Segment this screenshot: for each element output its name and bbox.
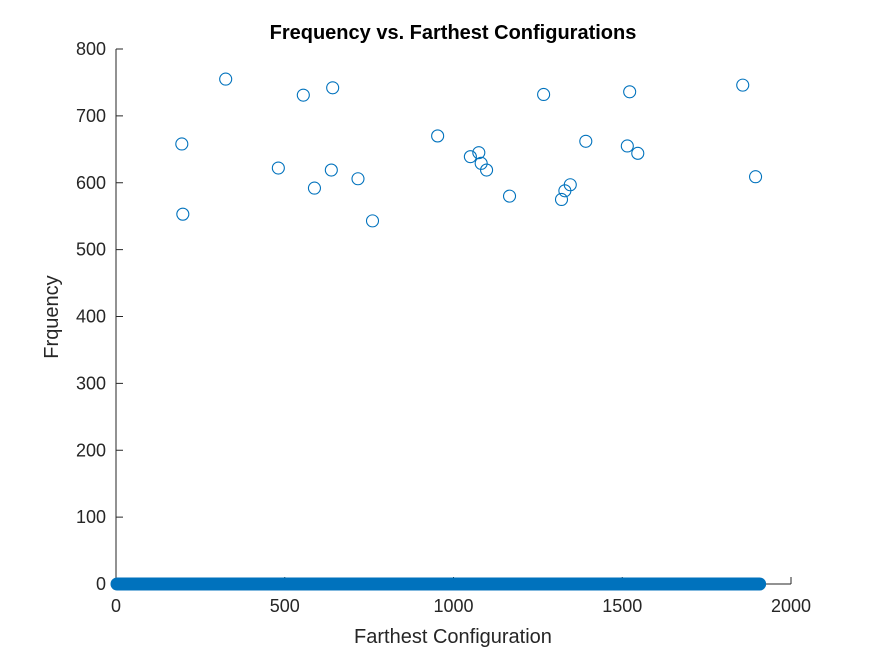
y-tick-label: 400 — [76, 307, 106, 327]
dense-zero-points — [110, 577, 767, 591]
x-tick-label: 1000 — [433, 596, 473, 616]
y-tick-label: 300 — [76, 373, 106, 393]
data-point — [563, 178, 577, 192]
data-point — [326, 81, 340, 95]
y-tick-label: 0 — [96, 574, 106, 594]
data-point — [480, 163, 494, 177]
x-tick-label: 1500 — [602, 596, 642, 616]
data-point — [351, 172, 365, 186]
data-point — [463, 150, 477, 164]
axes: 0 500 1000 1500 2000 0 100 200 300 400 500 600 700 80… — [76, 39, 811, 616]
data-point — [749, 170, 763, 184]
data-point — [365, 214, 380, 228]
x-tick-label: 500 — [270, 596, 300, 616]
data-point — [219, 72, 233, 86]
data-point — [631, 146, 645, 160]
y-tick-label: 800 — [76, 39, 106, 59]
data-point — [324, 163, 338, 177]
data-points — [110, 72, 767, 591]
data-point — [271, 161, 285, 175]
data-point — [623, 85, 637, 99]
y-tick-label: 100 — [76, 507, 106, 527]
data-point — [620, 139, 634, 153]
y-tick-label: 600 — [76, 173, 106, 193]
y-tick-label: 200 — [76, 440, 106, 460]
data-point — [579, 134, 593, 148]
data-point — [554, 192, 569, 207]
data-point — [502, 189, 517, 203]
data-point — [537, 87, 551, 102]
data-point — [472, 146, 486, 160]
chart-title: Frequency vs. Farthest Configurations — [270, 22, 637, 44]
x-tick-label: 2000 — [771, 596, 811, 616]
data-point — [474, 156, 488, 170]
data-point — [736, 78, 750, 92]
data-point — [175, 137, 189, 151]
data-point — [296, 88, 310, 102]
y-tick-label: 700 — [76, 106, 106, 126]
data-point — [431, 129, 445, 143]
y-tick-label: 500 — [76, 240, 106, 260]
x-axis-label: Farthest Configuration — [354, 626, 552, 648]
x-tick-label: 0 — [111, 596, 121, 616]
data-point — [307, 181, 322, 195]
y-axis-label: Frquency — [41, 275, 63, 358]
data-point — [176, 207, 190, 221]
